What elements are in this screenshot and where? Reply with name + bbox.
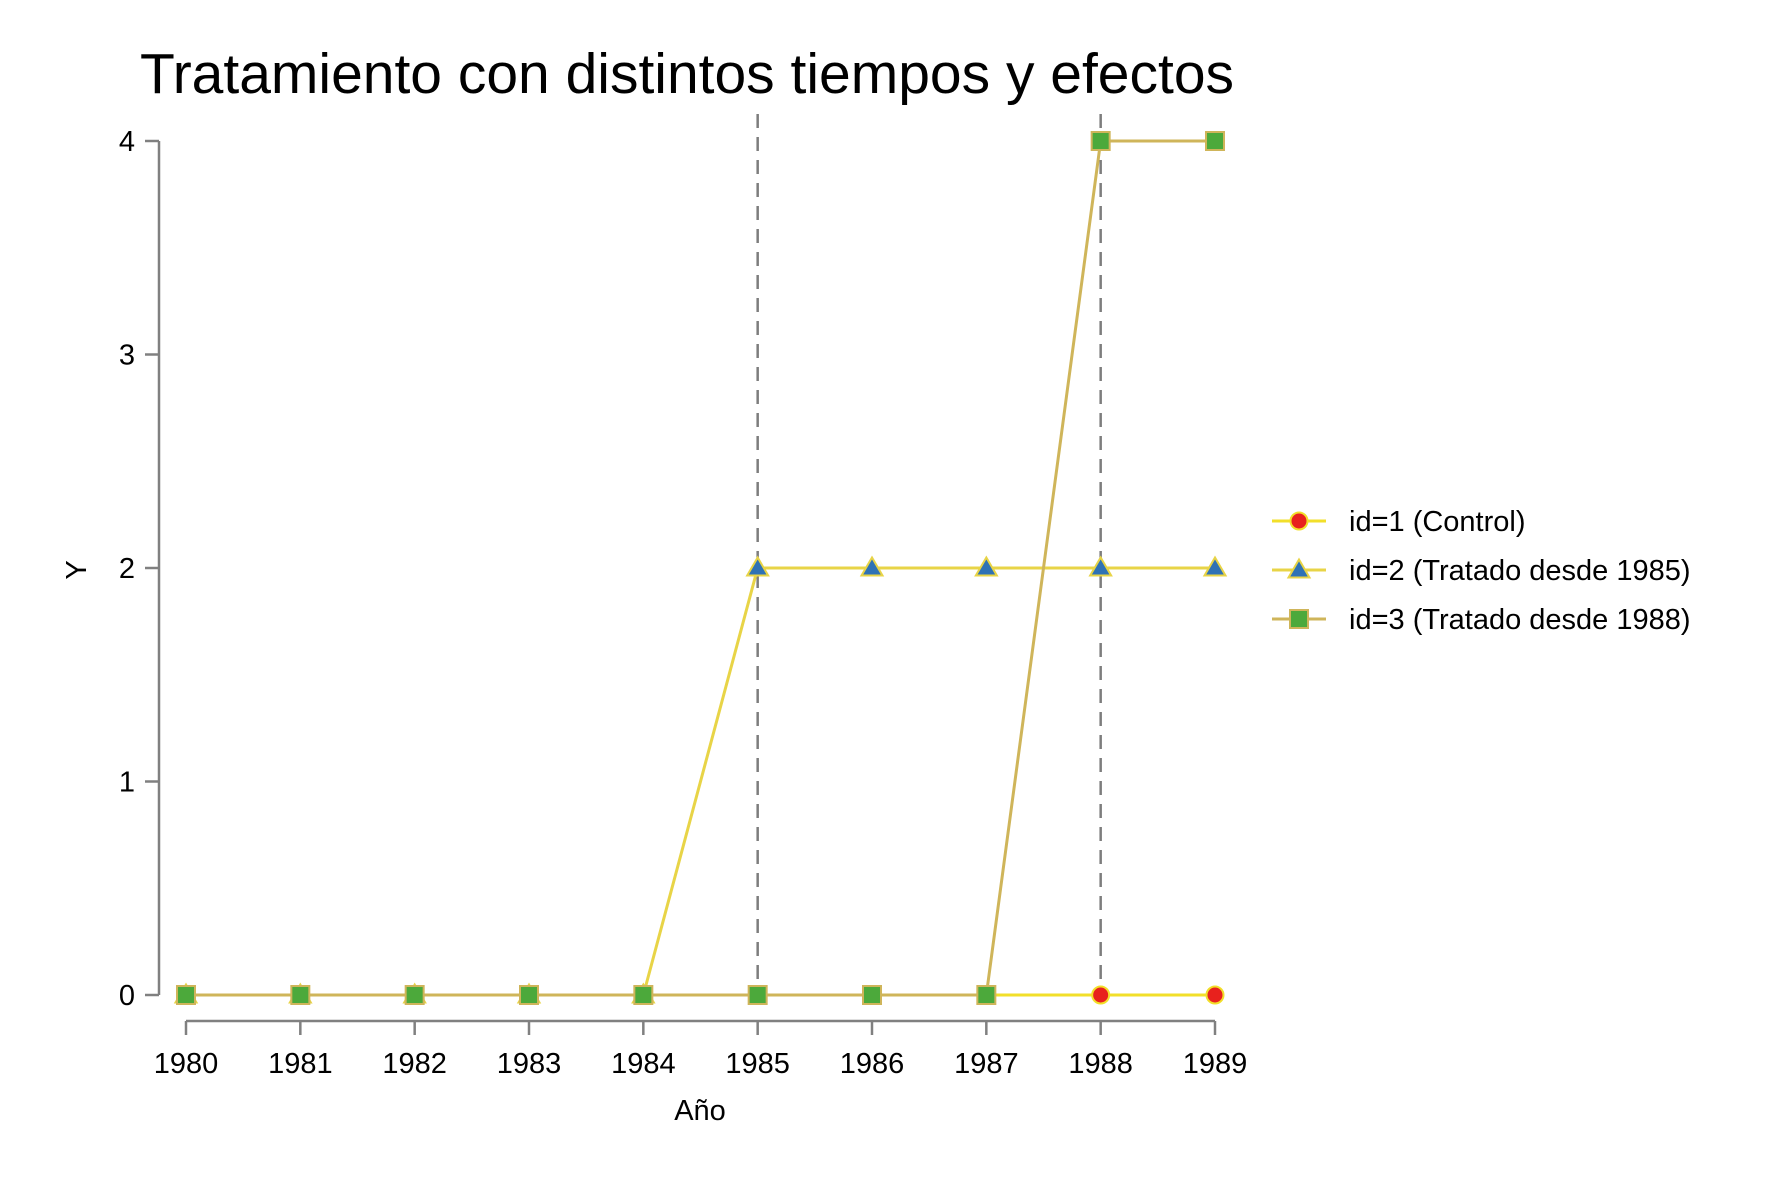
legend-marker — [1289, 511, 1309, 531]
series-2-point — [1088, 555, 1113, 577]
series-2-point — [745, 555, 770, 577]
x-tick-label: 1983 — [497, 1048, 562, 1080]
y-tick-label: 2 — [119, 553, 135, 585]
series-line-2 — [186, 566, 1215, 997]
series-3-point — [976, 985, 997, 1005]
series-line-3 — [186, 139, 1215, 997]
series-3-point — [290, 985, 311, 1005]
series-3-point — [519, 985, 539, 1005]
y-axis-label: Y — [61, 560, 93, 579]
series-3-point — [1090, 131, 1111, 151]
series-2-point — [859, 555, 885, 577]
chart-title: Tratamiento con distintos tiempos y efec… — [140, 42, 1234, 106]
series-2-point — [974, 555, 999, 577]
y-tick-label: 1 — [119, 767, 135, 799]
series-lines — [186, 139, 1215, 997]
series-3-point — [747, 985, 768, 1005]
series-markers — [173, 131, 1228, 1005]
legend-marker — [1289, 609, 1309, 629]
legend-item-2: id=2 (Tratado desde 1985) — [1272, 555, 1691, 587]
legend-item-3: id=3 (Tratado desde 1988) — [1272, 604, 1691, 636]
legend-label: id=3 (Tratado desde 1988) — [1349, 604, 1691, 636]
y-tick-label: 0 — [119, 980, 135, 1012]
series-1-point — [1205, 985, 1225, 1005]
x-tick-label: 1989 — [1183, 1048, 1248, 1080]
legend-marker — [1286, 557, 1312, 579]
series-3-point — [633, 985, 654, 1005]
x-tick-label: 1988 — [1068, 1048, 1133, 1080]
x-tick-label: 1987 — [954, 1048, 1019, 1080]
y-tick-label: 4 — [119, 126, 135, 158]
axes: 0 1 2 3 4 1980 1981 1982 1983 1984 1985 1986 1987 198… — [119, 126, 1247, 1080]
series-2-point — [1202, 555, 1228, 577]
series-3-point — [404, 985, 425, 1005]
reference-lines — [756, 114, 1102, 995]
x-axis-label: Año — [674, 1095, 726, 1127]
x-tick-label: 1985 — [725, 1048, 790, 1080]
x-tick-label: 1980 — [154, 1048, 219, 1080]
legend-label: id=1 (Control) — [1349, 506, 1526, 538]
series-3-point — [1205, 131, 1225, 151]
y-tick-label: 3 — [119, 340, 135, 372]
legend-item-1: id=1 (Control) — [1272, 506, 1526, 538]
x-tick-label: 1986 — [840, 1048, 905, 1080]
x-tick-label: 1981 — [268, 1048, 333, 1080]
x-tick-label: 1984 — [611, 1048, 676, 1080]
x-tick-label: 1982 — [382, 1048, 447, 1080]
series-3-point — [176, 985, 196, 1005]
legend: id=1 (Control) id=2 (Tratado desde 1985) i… — [1272, 506, 1691, 636]
legend-label: id=2 (Tratado desde 1985) — [1349, 555, 1691, 587]
series-1-point — [1091, 985, 1111, 1005]
series-3-point — [862, 985, 882, 1005]
